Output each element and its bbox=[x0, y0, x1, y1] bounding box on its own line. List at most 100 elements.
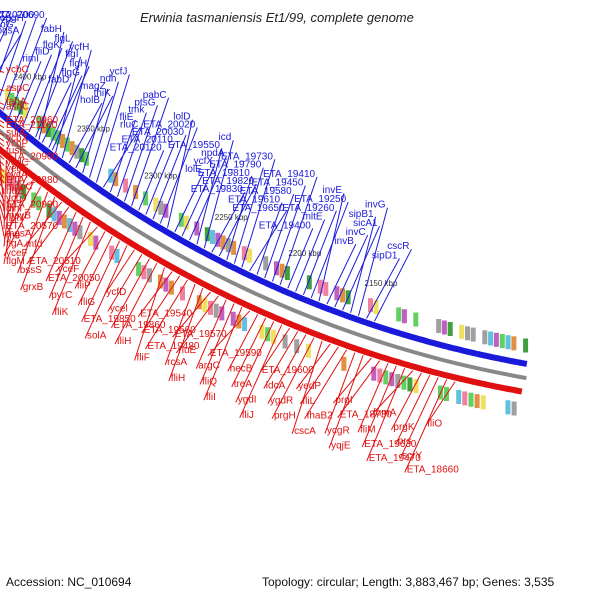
kbp-tick-label: 2150 kbp bbox=[365, 279, 398, 288]
gene-label: fabA bbox=[6, 97, 27, 108]
gene-label: ndh bbox=[100, 74, 117, 85]
cog-category-glyph bbox=[474, 394, 480, 409]
reverse-gene-glyph bbox=[496, 383, 505, 392]
gene-leader-line bbox=[3, 165, 14, 247]
gene-leader-line bbox=[189, 155, 227, 241]
gene-label: yecF bbox=[6, 164, 28, 175]
cog-category-glyph bbox=[523, 338, 529, 353]
gene-leader-line bbox=[174, 171, 205, 233]
cog-category-glyph bbox=[401, 375, 407, 390]
cog-category-glyph bbox=[334, 286, 340, 301]
gene-leader-line bbox=[167, 119, 193, 228]
gene-leader-line bbox=[233, 167, 264, 264]
gene-label: ETA_20110 bbox=[121, 135, 173, 146]
gene-label: aspC bbox=[6, 83, 29, 94]
gene-label: ETA_19260 bbox=[282, 203, 335, 214]
reverse-gene-glyph bbox=[429, 368, 438, 376]
gene-label: fliJ bbox=[242, 410, 254, 421]
reverse-gene-glyph bbox=[453, 374, 462, 382]
gene-leader-line bbox=[366, 258, 400, 319]
gene-label: ldcA bbox=[266, 380, 286, 391]
forward-gene-glyph bbox=[442, 342, 451, 351]
cog-category-glyph bbox=[178, 212, 184, 227]
cog-category-glyph bbox=[213, 303, 219, 318]
cog-category-glyph bbox=[50, 126, 56, 141]
cog-category-glyph bbox=[16, 181, 22, 196]
cog-category-glyph bbox=[505, 335, 511, 350]
gene-leader-line bbox=[264, 193, 295, 279]
forward-gene-glyph bbox=[454, 345, 463, 354]
gene-label: sipD1 bbox=[372, 251, 398, 262]
gene-label: fumA bbox=[373, 408, 397, 419]
gene-leader-line bbox=[207, 310, 251, 357]
gene-label: flgK bbox=[43, 40, 61, 51]
gene-leader-line bbox=[172, 291, 211, 338]
gene-leader-line bbox=[159, 127, 198, 224]
gene-leader-line bbox=[141, 275, 181, 334]
gene-leader-line bbox=[77, 235, 113, 306]
reverse-gene-glyph bbox=[514, 387, 523, 395]
reverse-gene-glyph bbox=[441, 371, 450, 379]
gene-label: magZ bbox=[80, 81, 106, 92]
cog-category-glyph bbox=[341, 356, 347, 371]
gene-leader-line bbox=[370, 370, 414, 416]
gene-label: ycfJ bbox=[110, 67, 128, 78]
gene-leader-line bbox=[0, 27, 16, 74]
gene-label: fliO bbox=[427, 419, 442, 430]
gene-label: msyB bbox=[6, 211, 31, 222]
gene-leader-line bbox=[291, 340, 323, 434]
gene-label: pgsA bbox=[0, 26, 20, 37]
gene-label: flgM bbox=[6, 256, 25, 267]
gene-leader-line bbox=[342, 225, 381, 311]
gene-label: ycfX bbox=[194, 156, 214, 167]
cog-category-glyph bbox=[133, 185, 139, 200]
gene-leader-line bbox=[263, 331, 299, 389]
cog-category-glyph bbox=[69, 141, 75, 156]
gene-leader-line bbox=[137, 271, 173, 318]
cog-category-glyph bbox=[83, 151, 89, 166]
gene-label: ETA_19550 bbox=[168, 140, 221, 151]
cog-category-glyph bbox=[231, 240, 237, 255]
cog-category-glyph bbox=[1, 169, 7, 184]
gene-leader-line bbox=[95, 74, 130, 183]
gene-leader-line bbox=[328, 355, 364, 449]
cog-category-glyph bbox=[511, 336, 517, 351]
gene-leader-line bbox=[3, 181, 35, 239]
gene-leader-line bbox=[48, 75, 83, 148]
gene-label: fliL bbox=[302, 396, 315, 407]
reverse-gene-glyph bbox=[358, 346, 367, 355]
cog-category-glyph bbox=[462, 391, 468, 406]
gene-leader-line bbox=[144, 279, 188, 350]
gene-label: holB bbox=[80, 95, 100, 106]
gene-leader-line bbox=[82, 88, 109, 174]
gene-label: invG bbox=[365, 200, 386, 211]
gene-leader-line bbox=[196, 148, 223, 245]
gene-label: fliG bbox=[80, 297, 95, 308]
forward-gene-glyph bbox=[519, 359, 528, 367]
gene-label: ETA_19790 bbox=[209, 160, 262, 171]
gene-leader-line bbox=[17, 191, 49, 274]
gene-leader-line bbox=[399, 377, 439, 459]
cog-category-glyph bbox=[482, 330, 488, 345]
reverse-gene-glyph bbox=[405, 361, 414, 370]
cog-category-glyph bbox=[18, 100, 24, 115]
gene-label: fhaB2 bbox=[307, 411, 334, 422]
gene-label: mltE bbox=[303, 212, 323, 223]
gene-label: ycfD bbox=[106, 287, 126, 298]
gene-leader-line bbox=[23, 201, 63, 248]
reverse-gene-glyph bbox=[370, 350, 379, 359]
cog-category-glyph bbox=[413, 312, 419, 327]
cog-category-glyph bbox=[56, 210, 62, 225]
gene-label: yceF bbox=[6, 248, 28, 259]
gene-leader-line bbox=[181, 163, 216, 237]
gene-leader-line bbox=[41, 82, 72, 143]
cog-category-glyph bbox=[284, 266, 290, 281]
cog-category-glyph bbox=[36, 196, 42, 211]
reverse-gene-glyph bbox=[381, 354, 391, 363]
gene-leader-line bbox=[259, 327, 291, 374]
cog-category-glyph bbox=[158, 200, 164, 215]
gene-label: ycgR bbox=[327, 426, 350, 437]
gene-label: pyrC bbox=[51, 290, 72, 301]
reverse-gene-glyph bbox=[423, 366, 432, 375]
gene-label: argC bbox=[198, 361, 220, 372]
